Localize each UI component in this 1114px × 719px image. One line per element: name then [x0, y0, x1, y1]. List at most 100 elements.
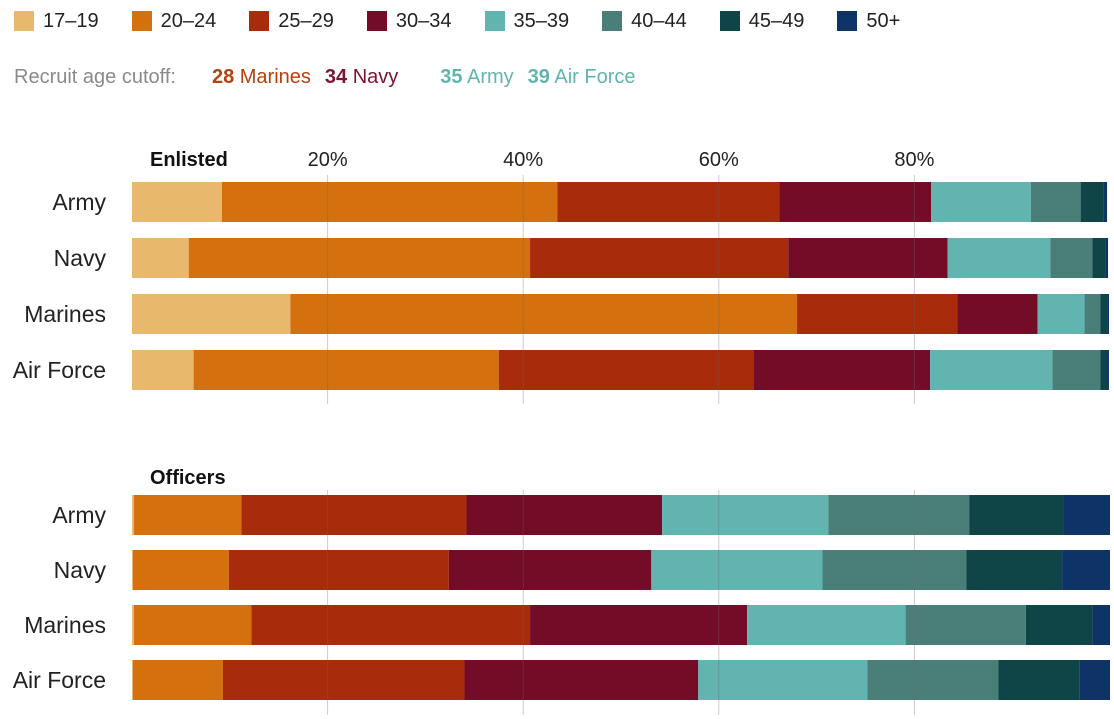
- legend-label: 30–34: [395, 9, 452, 32]
- legend: 17–19 20–24 25–29 30–34 35–39 40–44 45–49 50+: [14, 6, 933, 36]
- bar-segment: [466, 495, 663, 535]
- category-label: Air Force: [13, 357, 106, 383]
- bar-segment: [797, 294, 958, 334]
- legend-label: 40–44: [631, 9, 687, 32]
- panel-title: Officers: [150, 467, 226, 489]
- cutoff-branch: Army: [467, 65, 514, 88]
- bar-segment: [998, 660, 1080, 700]
- bar-segment: [931, 182, 1031, 222]
- bar-segment: [1084, 294, 1101, 334]
- bar-segment: [132, 660, 223, 700]
- legend-label: 35–39: [513, 9, 570, 32]
- cutoff-air-force: 39 Air Force: [528, 66, 636, 89]
- bar-segment: [1100, 294, 1108, 334]
- category-label: Army: [52, 502, 106, 528]
- bar-segment: [530, 605, 748, 645]
- bar-segment: [133, 495, 242, 535]
- bar-segment: [132, 660, 133, 700]
- legend-label: 25–29: [278, 9, 334, 32]
- bar-segment: [1080, 182, 1104, 222]
- bar-segment: [867, 660, 999, 700]
- category-label: Marines: [24, 301, 106, 327]
- legend-label: 50+: [866, 9, 901, 32]
- bar-segment: [1037, 294, 1085, 334]
- bar-segment: [193, 350, 499, 390]
- bar-segment: [1079, 660, 1110, 700]
- bar-segment: [1103, 182, 1108, 222]
- bar-segment: [966, 550, 1063, 590]
- legend-item: 17–19: [14, 10, 99, 33]
- bar-segment: [132, 495, 134, 535]
- recruit-age-cutoff: Recruit age cutoff: 28 Marines 34 Navy 3…: [14, 62, 650, 92]
- bar-segment: [779, 182, 932, 222]
- bar-segment: [1107, 294, 1110, 334]
- bar-segment: [947, 238, 1051, 278]
- cutoff-age: 35: [440, 65, 463, 88]
- bar-segment: [1050, 238, 1093, 278]
- legend-swatch: [366, 11, 387, 31]
- legend-item: 35–39: [484, 9, 570, 33]
- legend-swatch: [249, 11, 270, 31]
- legend-label: 45–49: [748, 9, 805, 32]
- chart-panel-enlisted: Enlisted Army Navy Marines Air Force 20% 40% 60…: [13, 149, 1110, 404]
- category-label: Navy: [54, 245, 107, 271]
- cutoff-age: 34: [324, 65, 348, 88]
- cutoff-branch: Marines: [239, 65, 311, 88]
- category-label: Army: [52, 189, 106, 215]
- bar-segment: [241, 495, 467, 535]
- cutoff-army: 35 Army: [440, 66, 513, 89]
- legend-label: 17–19: [43, 9, 99, 32]
- bar-segment: [905, 605, 1026, 645]
- bar-segment: [1100, 350, 1109, 390]
- bar-segment: [930, 350, 1053, 390]
- cutoff-marines: 28 Marines: [212, 66, 311, 89]
- panel-title: Enlisted: [150, 149, 228, 171]
- legend-item: 25–29: [249, 10, 334, 33]
- bar-segment: [251, 605, 531, 645]
- bar-segment: [290, 294, 798, 334]
- legend-item: 40–44: [602, 10, 687, 33]
- cutoff-branch: Air Force: [554, 65, 636, 88]
- legend-swatch: [719, 11, 740, 31]
- category-label: Air Force: [13, 667, 106, 693]
- bar-segment: [464, 660, 699, 700]
- legend-swatch: [837, 11, 858, 31]
- bar-segment: [1105, 238, 1109, 278]
- bar-segment: [132, 182, 222, 222]
- legend-item: 30–34: [366, 9, 452, 33]
- legend-item: 50+: [837, 10, 900, 33]
- category-label: Navy: [54, 557, 107, 583]
- bar-segment: [969, 495, 1064, 535]
- bar-segment: [1025, 605, 1093, 645]
- cutoff-age: 28: [211, 65, 235, 88]
- bar-segment: [1092, 605, 1110, 645]
- bar-segment: [1108, 350, 1110, 390]
- bar-segment: [822, 550, 967, 590]
- bar-segment: [747, 605, 906, 645]
- bar-segment: [698, 660, 868, 700]
- category-label: Marines: [24, 612, 106, 638]
- bar-segment: [188, 238, 531, 278]
- legend-label: 20–24: [160, 9, 217, 32]
- x-tick-label: 80%: [894, 149, 934, 171]
- legend-swatch: [484, 11, 505, 31]
- bar-segment: [132, 238, 189, 278]
- legend-item: 45–49: [719, 9, 805, 33]
- cutoff-age: 39: [527, 65, 550, 88]
- bar-segment: [957, 294, 1038, 334]
- bar-segment: [132, 294, 291, 334]
- bar-segment: [221, 182, 558, 222]
- x-tick-label: 60%: [699, 149, 739, 171]
- bar-segment: [448, 550, 652, 590]
- x-tick-label: 20%: [308, 149, 348, 171]
- bar-segment: [788, 238, 948, 278]
- legend-swatch: [131, 11, 152, 31]
- x-tick-label: 40%: [503, 149, 543, 171]
- bar-segment: [132, 550, 229, 590]
- cutoff-navy: 34 Navy: [325, 66, 398, 89]
- bar-segment: [1052, 350, 1101, 390]
- bar-segment: [228, 550, 449, 590]
- bar-segment: [132, 550, 133, 590]
- bar-segment: [828, 495, 970, 535]
